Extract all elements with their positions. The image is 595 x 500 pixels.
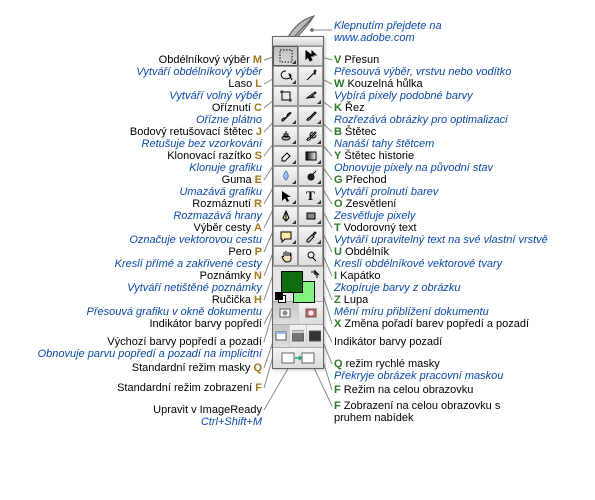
standard-mask-mode-button[interactable] xyxy=(273,302,298,324)
label: Bodový retušovací štětec JRetušuje bez v… xyxy=(130,126,262,150)
label: Výběr cesty AOznačuje vektorovou cestu xyxy=(129,222,262,246)
label: U ObdélníkKreslí obdélníkové vektorové t… xyxy=(334,246,502,270)
label: Laso LVytváří volný výběr xyxy=(169,78,262,102)
screen-mode-row xyxy=(273,324,323,347)
label: B ŠtětecNanáší tahy štětcem xyxy=(334,126,434,150)
history-tool-button[interactable] xyxy=(298,126,323,146)
label: I KapátkoZkopíruje barvy z obrázku xyxy=(334,270,461,294)
heal-tool-button[interactable] xyxy=(273,106,298,126)
eraser-tool-button[interactable] xyxy=(273,146,298,166)
crop-tool-button[interactable] xyxy=(273,86,298,106)
label: Poznámky NVytváří netištěné poznámky xyxy=(127,270,262,294)
notes-tool-button[interactable] xyxy=(273,226,298,246)
eyedrop-tool-button[interactable] xyxy=(298,226,323,246)
label: T Vodorovný textVytváří upravitelný text… xyxy=(334,222,548,246)
label: Výchozí barvy popředí a pozadíObnovuje p… xyxy=(38,336,262,360)
rect-select-tool-button[interactable] xyxy=(273,46,298,66)
gradient-tool-button[interactable] xyxy=(298,146,323,166)
clone-tool-button[interactable] xyxy=(273,126,298,146)
label: Indikátor barvy pozadí xyxy=(334,336,442,348)
label: Rozmáznutí RRozmazává hrany xyxy=(173,198,262,222)
fullscreen-menubar-mode-button[interactable] xyxy=(289,325,306,347)
label: Klonovací razítko SKlonuje grafiku xyxy=(167,150,262,174)
move-tool-button[interactable] xyxy=(298,46,323,66)
lasso-tool-button[interactable] xyxy=(273,66,298,86)
shape-tool-button[interactable] xyxy=(298,206,323,226)
default-colors-icon[interactable] xyxy=(275,292,284,301)
color-swatch-area xyxy=(273,266,323,301)
label: F Režim na celou obrazovku xyxy=(334,384,473,396)
fullscreen-mode-button[interactable] xyxy=(306,325,323,347)
label: Standardní režim masky Q xyxy=(132,362,262,374)
path-sel-tool-button[interactable] xyxy=(273,186,298,206)
brush-tool-button[interactable] xyxy=(298,106,323,126)
label: Guma EUmazává grafiku xyxy=(179,174,262,198)
label: V PřesunPřesouvá výběr, vrstvu nebo vodí… xyxy=(334,54,511,78)
label: X Změna pořadí barev popředí a pozadí xyxy=(334,318,529,330)
mask-mode-row xyxy=(273,301,323,324)
label: Q režim rychlé maskyPřekryje obrázek pra… xyxy=(334,358,503,382)
slice-tool-button[interactable] xyxy=(298,86,323,106)
hand-tool-button[interactable] xyxy=(273,246,298,266)
label: Standardní režim zobrazení F xyxy=(117,382,262,394)
label: Ručička HPřesouvá grafiku v okně dokumen… xyxy=(87,294,263,318)
adobe-link-label: Klepnutím přejdete nawww.adobe.com xyxy=(334,20,442,44)
label: O ZesvětleníZesvětluje pixely xyxy=(334,198,415,222)
label: F Zobrazení na celou obrazovku s pruhem … xyxy=(334,400,534,424)
zoom-tool-button[interactable] xyxy=(298,246,323,266)
label: Oříznutí COřízne plátno xyxy=(196,102,262,126)
label: Upravit v ImageReadyCtrl+Shift+M xyxy=(153,404,262,428)
label: K ŘezRozřezává obrázky pro optimalizaci xyxy=(334,102,508,126)
label: Y Štětec historieObnovuje pixely na půvo… xyxy=(334,150,493,174)
label: Pero PKreslí přímé a zakřivené cesty xyxy=(115,246,262,270)
toolbox-titlebar[interactable] xyxy=(273,37,323,46)
wand-tool-button[interactable] xyxy=(298,66,323,86)
toolbox-panel: T xyxy=(272,36,324,369)
standard-screen-mode-button[interactable] xyxy=(273,325,289,347)
swap-colors-icon[interactable] xyxy=(310,269,320,281)
quick-mask-mode-button[interactable] xyxy=(298,302,324,324)
label: Indikátor barvy popředí xyxy=(149,318,262,330)
dodge-tool-button[interactable] xyxy=(298,166,323,186)
label: Obdélníkový výběr MVytváří obdélníkový v… xyxy=(136,54,262,78)
label: W Kouzelná hůlkaVybírá pixely podobné ba… xyxy=(334,78,473,102)
label: G PřechodVytváří prolnutí barev xyxy=(334,174,438,198)
jump-to-imageready-button[interactable] xyxy=(273,347,323,368)
blur-tool-button[interactable] xyxy=(273,166,298,186)
fg-color-swatch[interactable] xyxy=(281,271,303,293)
text-tool-button[interactable]: T xyxy=(298,186,323,206)
pen-tool-button[interactable] xyxy=(273,206,298,226)
label: Z LupaMění míru přiblížení dokumentu xyxy=(334,294,489,318)
